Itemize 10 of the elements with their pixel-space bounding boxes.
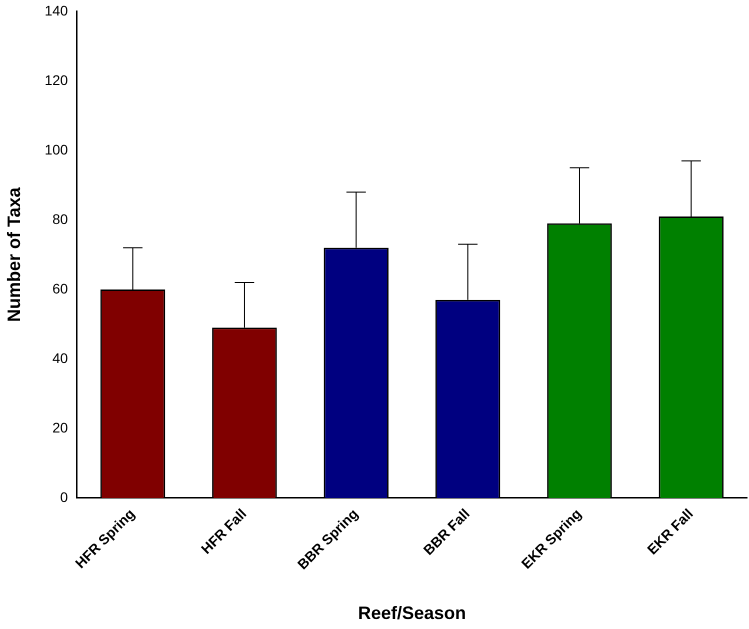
y-axis-title: Number of Taxa xyxy=(4,186,24,322)
y-tick-label: 40 xyxy=(52,350,68,366)
y-tick-label: 20 xyxy=(52,419,68,436)
y-tick-label: 60 xyxy=(52,280,68,296)
y-tick-label: 120 xyxy=(44,72,68,88)
y-tick-label: 0 xyxy=(60,488,68,505)
y-tick-label: 80 xyxy=(52,210,68,227)
y-tick-label: 140 xyxy=(44,2,68,18)
x-axis-title: Reef/Season xyxy=(358,603,466,624)
y-tick-label: 100 xyxy=(44,141,68,158)
